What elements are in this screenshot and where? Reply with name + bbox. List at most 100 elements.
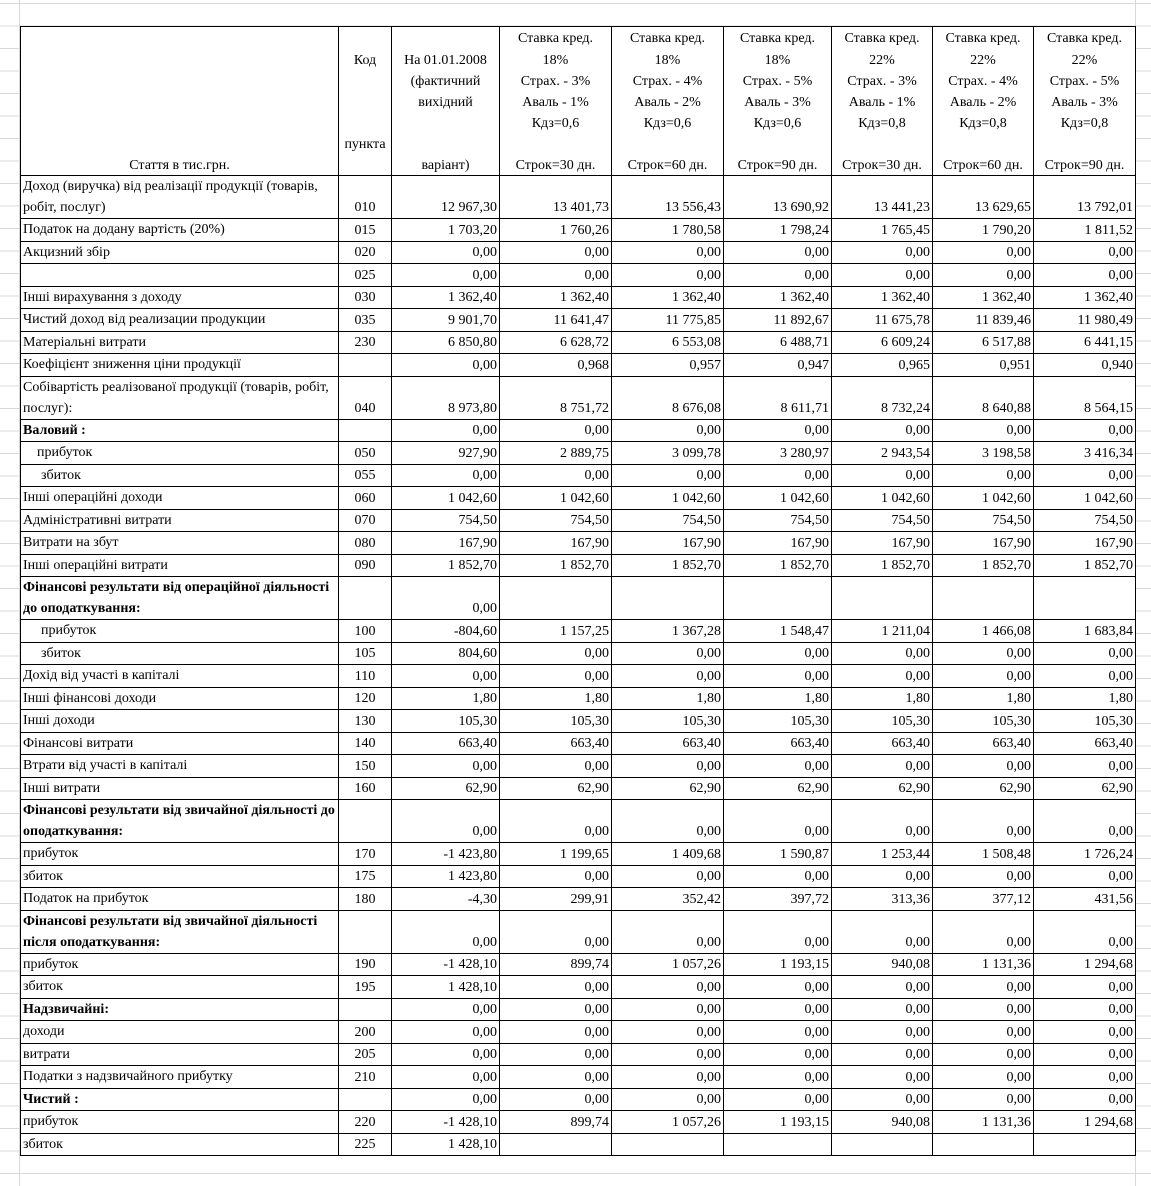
header-line: 18% [654, 53, 681, 68]
table-row: Адміністративні витрати 070 754,50 754,50 75… [20, 508, 1136, 532]
row-code: 090 [338, 553, 392, 577]
value-cell: 1 193,15 [723, 1110, 832, 1134]
value-cell: 0,00 [831, 263, 933, 287]
value-cell: 105,30 [611, 709, 724, 733]
value-cell: 0,00 [1033, 240, 1136, 264]
value-cell: 0,00 [611, 463, 724, 487]
value-cell: 105,30 [391, 709, 500, 733]
value-cell: 1 193,15 [723, 952, 832, 976]
value-cell: 105,30 [723, 709, 832, 733]
value-cell: 8 564,15 [1033, 375, 1136, 420]
value-cell: 0,951 [932, 353, 1034, 377]
row-code: 050 [338, 441, 392, 465]
row-label: Коефіцієнт зниження ціни продукції [20, 353, 339, 377]
value-cell: 1 367,28 [611, 619, 724, 643]
value-cell: 1 423,80 [391, 864, 500, 888]
value-cell: 1 294,68 [1033, 1110, 1136, 1134]
row-code [338, 909, 392, 954]
row-label: Витрати на збут [20, 531, 339, 555]
header-line: Стаття в тис.грн. [129, 158, 230, 173]
row-label: збиток [20, 1132, 339, 1156]
value-cell: 663,40 [391, 731, 500, 755]
header-line: варіант) [421, 158, 470, 173]
value-cell: 940,08 [831, 1110, 933, 1134]
value-cell [611, 576, 724, 620]
value-cell: 0,00 [723, 864, 832, 888]
header-line: Кдз=0,8 [858, 116, 906, 131]
table-row: Доход (виручка) від реалізації продукції… [20, 175, 1136, 219]
value-cell: -1 428,10 [391, 952, 500, 976]
value-cell: 0,00 [831, 864, 933, 888]
row-label: доходи [20, 1020, 339, 1044]
value-cell: 0,00 [831, 641, 933, 665]
value-cell: 0,00 [723, 240, 832, 264]
table-row: прибуток 190 -1 428,10 899,74 1 057,26 1 193,… [20, 952, 1136, 976]
row-code: 100 [338, 619, 392, 643]
row-label: Акцизний збір [20, 240, 339, 264]
table-row: Акцизний збір 020 0,00 0,00 0,00 0,00 0,00 0,00… [20, 240, 1136, 264]
row-code: 060 [338, 486, 392, 510]
value-cell: 0,00 [499, 263, 612, 287]
table-row: Фінансові витрати 140 663,40 663,40 663,40 66… [20, 731, 1136, 755]
value-cell: 0,00 [1033, 799, 1136, 843]
value-cell: 0,00 [611, 799, 724, 843]
value-cell: 1 683,84 [1033, 619, 1136, 643]
value-cell: 12 967,30 [391, 175, 500, 219]
table-row: Фінансові результати від звичайної діяль… [20, 799, 1136, 843]
header-cell: Стаття в тис.грн. [20, 26, 339, 176]
value-cell: 0,00 [391, 997, 500, 1021]
value-cell: 0,00 [932, 664, 1034, 688]
row-code: 030 [338, 285, 392, 309]
value-cell: 0,00 [723, 641, 832, 665]
value-cell: 0,00 [391, 1065, 500, 1089]
value-cell: 6 441,15 [1033, 330, 1136, 354]
value-cell: 1,80 [723, 686, 832, 710]
value-cell: 0,00 [831, 1087, 933, 1111]
value-cell: 0,00 [1033, 997, 1136, 1021]
header-line: вихідний [418, 95, 473, 110]
header-line: Аваль - 3% [744, 95, 811, 110]
value-cell: 8 751,72 [499, 375, 612, 420]
table-row: Інші доходи 130 105,30 105,30 105,30 105,30 10… [20, 709, 1136, 733]
value-cell: 0,00 [932, 975, 1034, 999]
value-cell: 3 099,78 [611, 441, 724, 465]
value-cell: 1,80 [1033, 686, 1136, 710]
row-code: 175 [338, 864, 392, 888]
value-cell: 1 362,40 [391, 285, 500, 309]
row-label: збиток [20, 641, 339, 665]
row-code [338, 576, 392, 620]
value-cell: 1 057,26 [611, 1110, 724, 1134]
header-cell: Ставка кред. 18% Страх. - 3% Аваль - 1% Кдз=… [499, 26, 612, 176]
value-cell: 0,00 [932, 754, 1034, 778]
table-row: Інші фінансові доходи 120 1,80 1,80 1,80 1,80… [20, 686, 1136, 710]
header-line: Ставка кред. [1046, 31, 1123, 46]
value-cell: 13 792,01 [1033, 175, 1136, 219]
value-cell: 0,00 [932, 418, 1034, 442]
value-cell: 13 556,43 [611, 175, 724, 219]
header-line: Строк=60 дн. [943, 158, 1023, 173]
header-line: Кдз=0,8 [1060, 116, 1109, 131]
value-cell: 0,00 [1033, 754, 1136, 778]
value-cell: 62,90 [932, 776, 1034, 800]
value-cell: 1 760,26 [499, 218, 612, 242]
value-cell: 0,00 [611, 418, 724, 442]
row-code: 055 [338, 463, 392, 487]
value-cell: 1 042,60 [1033, 486, 1136, 510]
header-line: Аваль - 1% [522, 95, 589, 110]
value-cell: 397,72 [723, 887, 832, 911]
value-cell: 6 628,72 [499, 330, 612, 354]
value-cell: 0,00 [831, 799, 933, 843]
value-cell: 167,90 [611, 531, 724, 555]
table-row: збиток 055 0,00 0,00 0,00 0,00 0,00 0,00 0,00 [20, 463, 1136, 487]
value-cell: 0,00 [723, 1087, 832, 1111]
value-cell: 0,00 [1033, 864, 1136, 888]
value-cell: 1 790,20 [932, 218, 1034, 242]
row-code: 120 [338, 686, 392, 710]
value-cell: 0,00 [499, 641, 612, 665]
value-cell: 352,42 [611, 887, 724, 911]
table-row: збиток 225 1 428,10 [20, 1132, 1136, 1156]
value-cell [1033, 576, 1136, 620]
value-cell: 0,00 [831, 463, 933, 487]
value-cell: 1 362,40 [723, 285, 832, 309]
value-cell: 1 428,10 [391, 975, 500, 999]
